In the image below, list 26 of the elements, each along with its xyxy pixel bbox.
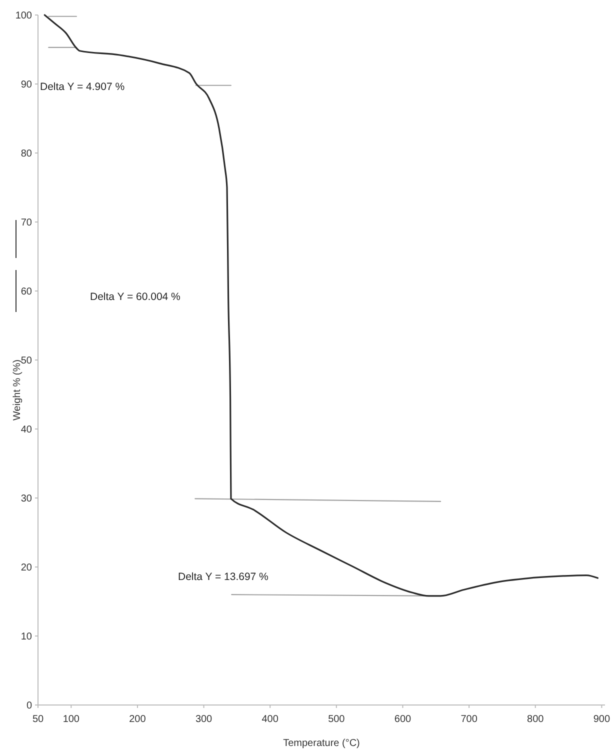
y-axis-title: Weight % (%) [12,360,23,420]
x-tick-label: 500 [328,714,346,725]
x-tick-label: 800 [527,714,544,725]
annotation: Delta Y = 60.004 % [90,291,180,303]
x-tick-label: 200 [129,714,146,725]
x-tick-label: 50 [32,714,44,725]
y-tick-label: 20 [20,562,32,574]
x-tick-label: 900 [593,714,610,725]
annotation: Delta Y = 4.907 % [40,81,125,93]
x-tick-label: 400 [262,714,279,725]
y-tick-label: 0 [26,700,32,712]
x-axis-title: Temperature (°C) [283,738,360,749]
y-tick-label: 60 [20,286,32,298]
y-tick-label: 40 [20,424,32,436]
y-tick-label: 90 [20,80,32,90]
y-tick-label: 70 [20,218,32,228]
x-tick-label: 100 [62,714,80,725]
x-tick-label: 300 [195,714,213,725]
y-tick-label: 50 [20,356,32,366]
y-tick-label: 30 [20,494,32,504]
y-tick-label: 100 [15,10,32,22]
x-tick-label: 600 [394,714,412,725]
x-tick-label: 700 [460,714,478,725]
annotation: Delta Y = 13.697 % [178,571,268,583]
y-tick-label: 10 [20,632,32,642]
y-tick-label: 80 [20,148,32,160]
